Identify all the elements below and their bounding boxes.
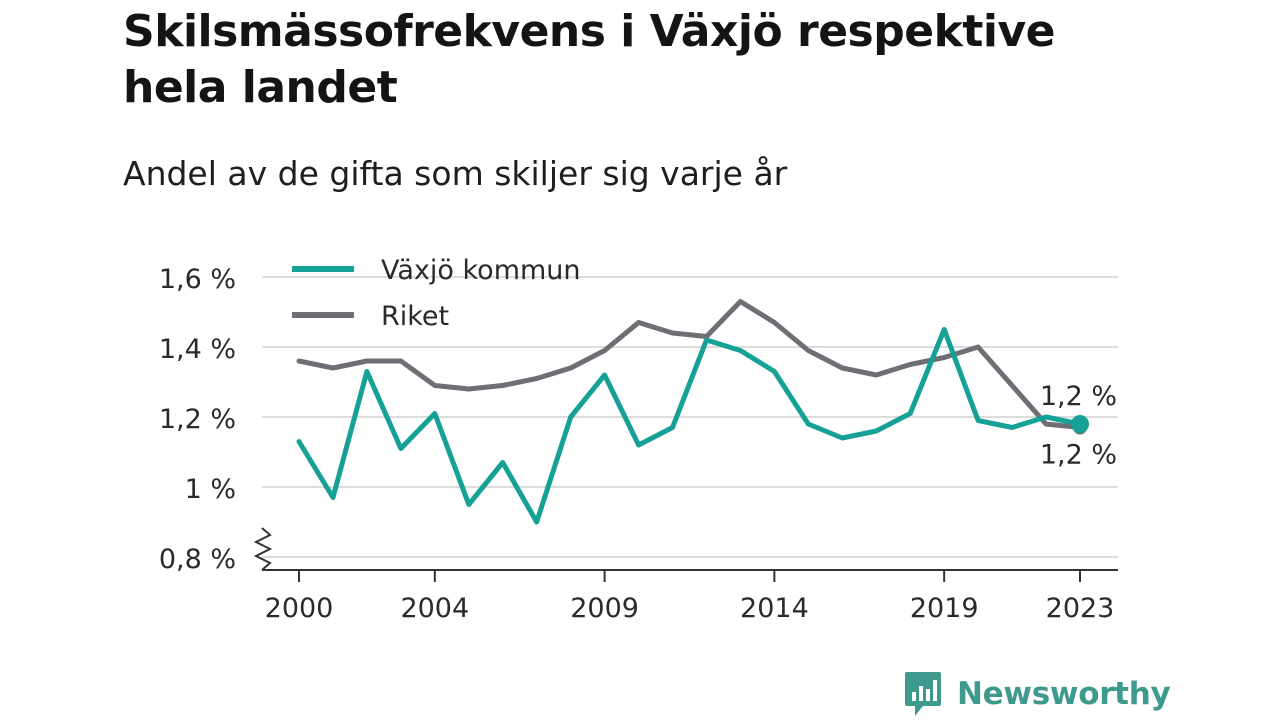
- legend-label: Växjö kommun: [381, 255, 581, 286]
- series-lines: [296, 299, 1089, 525]
- series-line-riket: [296, 299, 1083, 430]
- y-tick-label: 1,6 %: [159, 264, 236, 295]
- x-tick-label: 2004: [400, 593, 469, 624]
- x-tick-label: 2009: [570, 593, 639, 624]
- legend-label: Riket: [381, 301, 449, 332]
- y-tick-label: 0,8 %: [159, 544, 236, 575]
- series-line-vaxjo: [296, 327, 1083, 525]
- chart-title: Skilsmässofrekvens i Växjö respektive he…: [123, 6, 1055, 113]
- y-tick-label: 1,4 %: [159, 334, 236, 365]
- newsworthy-logo-icon: [905, 672, 941, 716]
- y-tick-label: 1,2 %: [159, 404, 236, 435]
- legend: Växjö kommun Riket: [292, 255, 581, 332]
- x-tick-label: 2019: [910, 593, 979, 624]
- end-label-riket: 1,2 %: [1040, 440, 1117, 471]
- newsworthy-logo: Newsworthy: [903, 670, 1171, 718]
- end-labels: 1,2 % 1,2 %: [1040, 381, 1117, 471]
- x-tick-label: 2023: [1046, 593, 1115, 624]
- y-tick-label: 1 %: [185, 474, 236, 505]
- x-axis: 2000 2004 2009 2014 2019 2023: [253, 527, 1118, 624]
- end-point-vaxjo: [1071, 415, 1089, 433]
- chart-subtitle: Andel av de gifta som skiljer sig varje …: [123, 154, 788, 193]
- y-axis-break-icon: [253, 527, 273, 571]
- grid-lines: 0,8 % 1 % 1,2 % 1,4 % 1,6 %: [159, 264, 1118, 575]
- brand-name: Newsworthy: [957, 676, 1171, 712]
- x-tick-label: 2014: [740, 593, 809, 624]
- end-label-vaxjo: 1,2 %: [1040, 381, 1117, 412]
- x-tick-label: 2000: [265, 593, 334, 624]
